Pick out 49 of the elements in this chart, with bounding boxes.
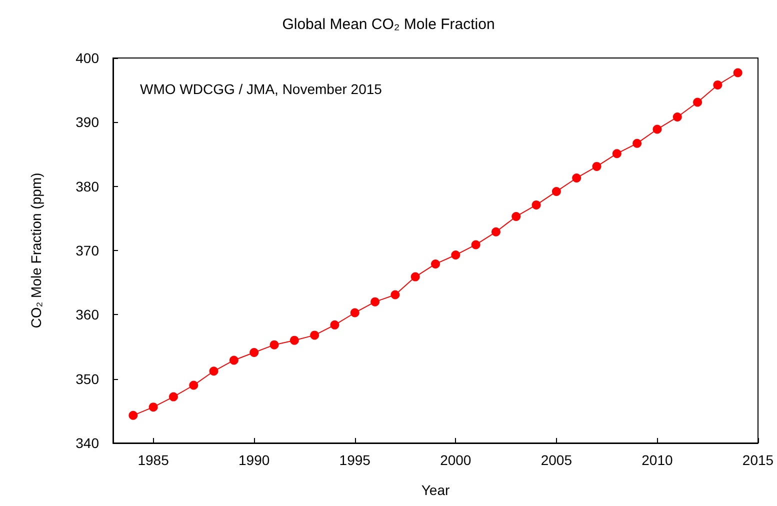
point <box>733 68 742 78</box>
point <box>310 330 320 340</box>
point <box>532 200 541 210</box>
point <box>330 320 340 330</box>
x-tick-label: 2015 <box>742 452 774 468</box>
y-tick-label: 360 <box>76 306 100 323</box>
point <box>229 356 238 365</box>
point <box>209 366 218 376</box>
x-tick-label: 2005 <box>540 452 572 468</box>
point <box>491 227 500 236</box>
point <box>189 380 198 390</box>
point <box>672 112 682 122</box>
point <box>572 173 582 182</box>
y-tick-label: 400 <box>76 50 100 66</box>
point <box>652 124 662 134</box>
point <box>552 186 561 196</box>
point <box>148 402 158 412</box>
point <box>451 250 460 260</box>
x-tick-label: 2010 <box>642 452 673 468</box>
y-axis-title: CO₂ Mole Fraction (ppm) <box>28 172 44 328</box>
y-tick-label: 350 <box>76 370 100 387</box>
point <box>512 212 521 221</box>
point <box>250 348 259 358</box>
x-tick-label: 1995 <box>339 452 371 468</box>
x-tick-label: 1990 <box>238 452 270 468</box>
chart-title: Global Mean CO₂ Mole Fraction <box>282 16 495 33</box>
x-tick-label: 2000 <box>440 452 472 468</box>
point <box>713 80 722 90</box>
point <box>390 290 400 300</box>
y-tick-label: 380 <box>76 178 100 194</box>
annotation: WMO WDCGG / JMA, November 2015 <box>140 81 382 97</box>
x-tick-label: 1985 <box>138 452 170 468</box>
point <box>290 336 299 345</box>
point <box>350 308 360 318</box>
x-axis-title: Year <box>421 482 450 498</box>
point <box>632 138 642 148</box>
y-tick-label: 340 <box>76 435 100 451</box>
point <box>592 162 602 171</box>
point <box>410 272 420 282</box>
point <box>612 149 622 158</box>
point <box>471 240 480 250</box>
point <box>370 297 380 306</box>
point <box>270 340 279 350</box>
point <box>693 98 702 107</box>
point <box>431 259 440 268</box>
point <box>128 410 138 420</box>
y-tick-label: 390 <box>76 114 100 130</box>
point <box>168 392 178 402</box>
y-tick-label: 370 <box>76 242 100 258</box>
